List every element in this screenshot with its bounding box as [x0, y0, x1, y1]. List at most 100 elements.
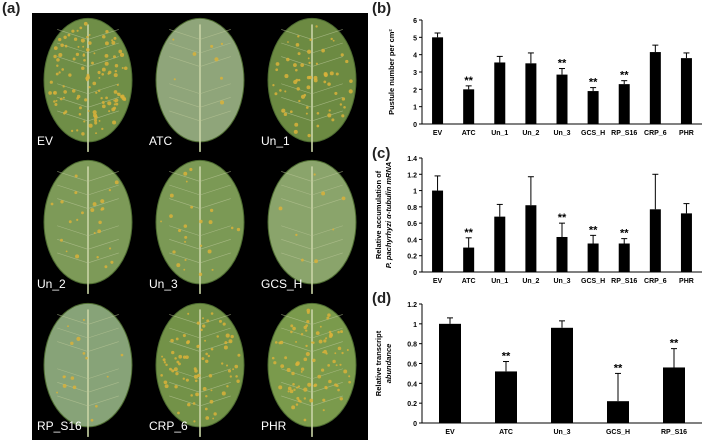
- rust-spot: [160, 373, 163, 377]
- rust-spot: [230, 226, 234, 230]
- bar-rp-s16: [618, 84, 630, 124]
- rust-spot: [113, 73, 118, 78]
- rust-spot: [104, 41, 109, 46]
- leaf-vein: [169, 381, 201, 393]
- leaf-vein: [169, 171, 201, 183]
- rust-spot: [105, 96, 108, 100]
- leaf-vein: [57, 368, 89, 379]
- bar-un-3: [551, 327, 573, 423]
- rust-spot: [317, 374, 322, 379]
- rust-spot: [318, 339, 323, 344]
- leaf-vein: [311, 239, 343, 250]
- rust-spot: [174, 356, 177, 360]
- rust-spot: [178, 354, 183, 359]
- rust-spot: [229, 374, 232, 378]
- rust-spot: [78, 112, 82, 116]
- bar-atc: [495, 371, 517, 423]
- rust-spot: [161, 355, 164, 358]
- leaf-vein: [311, 395, 343, 406]
- rust-spot: [306, 85, 311, 90]
- leaf-vein: [311, 368, 343, 379]
- leaf-label: Un_1: [261, 134, 290, 149]
- rust-spot: [298, 99, 301, 103]
- rust-spot: [279, 340, 284, 344]
- leaf-vein: [199, 225, 231, 237]
- rust-spot: [172, 250, 176, 254]
- tubulin-accumulation-chart: 0 0.2 0.4 0.6 0.8 1 1.2 1.4 Relative accumulatio…: [374, 156, 702, 285]
- rust-spot: [87, 109, 90, 112]
- rust-spot: [101, 104, 106, 109]
- rust-spot: [225, 333, 230, 338]
- rust-spot: [341, 351, 344, 354]
- leaf-vein: [87, 29, 119, 40]
- rust-spot: [55, 99, 58, 102]
- leaf-label: EV: [37, 134, 54, 149]
- rust-spot: [74, 191, 78, 195]
- y-axis-label-line2: P. pachyrhyzi α-tubulin mRNA: [384, 162, 393, 269]
- rust-spot: [300, 370, 303, 373]
- leaf-vein: [57, 185, 89, 196]
- rust-spot: [98, 220, 102, 225]
- leaf-vein: [87, 252, 119, 264]
- rust-spot: [79, 26, 83, 30]
- rust-spot: [53, 100, 56, 103]
- rust-spot: [332, 228, 335, 231]
- leaf-vein: [199, 171, 231, 183]
- leaf-vein: [311, 42, 343, 54]
- rust-spot: [323, 72, 328, 78]
- leaf-vein: [169, 327, 201, 338]
- leaf-vein: [199, 83, 231, 95]
- leaf-vein: [169, 198, 201, 210]
- leaf-vein: [281, 239, 313, 250]
- rust-spot: [209, 209, 214, 213]
- rust-spot: [337, 388, 340, 392]
- rust-spot: [213, 411, 217, 416]
- rust-spot: [326, 316, 330, 320]
- rust-spot: [208, 220, 213, 225]
- leaf-vein: [311, 83, 343, 95]
- rust-spot: [48, 91, 52, 95]
- y-tick-label: 0.6: [407, 221, 417, 228]
- rust-spot: [335, 72, 339, 76]
- rust-spot: [169, 214, 173, 219]
- rust-spot: [197, 373, 201, 377]
- rust-spot: [92, 202, 97, 207]
- rust-spot: [271, 356, 275, 360]
- rust-spot: [65, 250, 68, 253]
- rust-spot: [322, 398, 326, 402]
- rust-spot: [104, 61, 109, 66]
- bar-atc: [463, 89, 475, 124]
- leaf-image: [155, 302, 245, 437]
- rust-spot: [309, 38, 312, 42]
- rust-spot: [323, 80, 327, 84]
- rust-spot: [70, 376, 75, 380]
- rust-spot: [58, 52, 63, 57]
- rust-spot: [101, 67, 106, 72]
- y-tick-label: 0: [413, 421, 417, 428]
- leaf-vein: [311, 171, 343, 183]
- rust-spot: [105, 29, 109, 34]
- rust-spot: [192, 401, 196, 405]
- rust-spot: [73, 37, 78, 41]
- rust-spot: [113, 103, 116, 106]
- leaf-vein: [169, 42, 201, 54]
- y-tick-label: 6: [413, 18, 417, 25]
- leaf-vein: [57, 225, 89, 237]
- leaf-vein: [57, 252, 89, 264]
- leaf-photo-un-3: Un_3: [145, 156, 255, 296]
- leaf-vein: [281, 327, 313, 338]
- rust-spot: [348, 374, 351, 377]
- rust-spot: [169, 367, 172, 371]
- bar-ev: [439, 323, 461, 423]
- x-tick-label: GCS_H: [606, 429, 630, 436]
- y-tick-label: 0.4: [407, 237, 417, 244]
- bar-gcs-h: [587, 91, 599, 124]
- rust-spot: [221, 391, 226, 396]
- leaf-vein: [199, 29, 231, 40]
- rust-spot: [98, 120, 101, 122]
- leaf-label: PHR: [261, 418, 287, 433]
- rust-spot: [108, 189, 111, 192]
- leaf-vein: [87, 56, 119, 67]
- rust-spot: [305, 351, 310, 356]
- rust-spot: [279, 89, 282, 92]
